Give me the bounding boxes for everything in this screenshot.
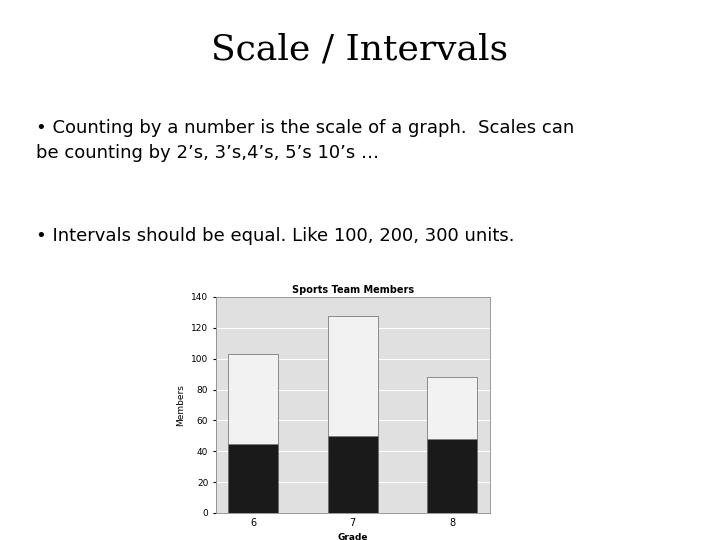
Bar	[228, 354, 278, 443]
Y-axis label: Members: Members	[176, 384, 186, 426]
Text: Scale / Intervals: Scale / Intervals	[212, 32, 508, 66]
Bar	[228, 443, 278, 513]
Text: • Intervals should be equal. Like 100, 200, 300 units.: • Intervals should be equal. Like 100, 2…	[36, 227, 515, 245]
Bar	[328, 315, 378, 436]
Bar	[428, 377, 477, 439]
Bar	[328, 436, 378, 513]
X-axis label: Grade: Grade	[338, 534, 368, 540]
Bar	[428, 439, 477, 513]
Text: • Counting by a number is the scale of a graph.  Scales can
be counting by 2’s, : • Counting by a number is the scale of a…	[36, 119, 575, 162]
Title: Sports Team Members: Sports Team Members	[292, 285, 414, 295]
